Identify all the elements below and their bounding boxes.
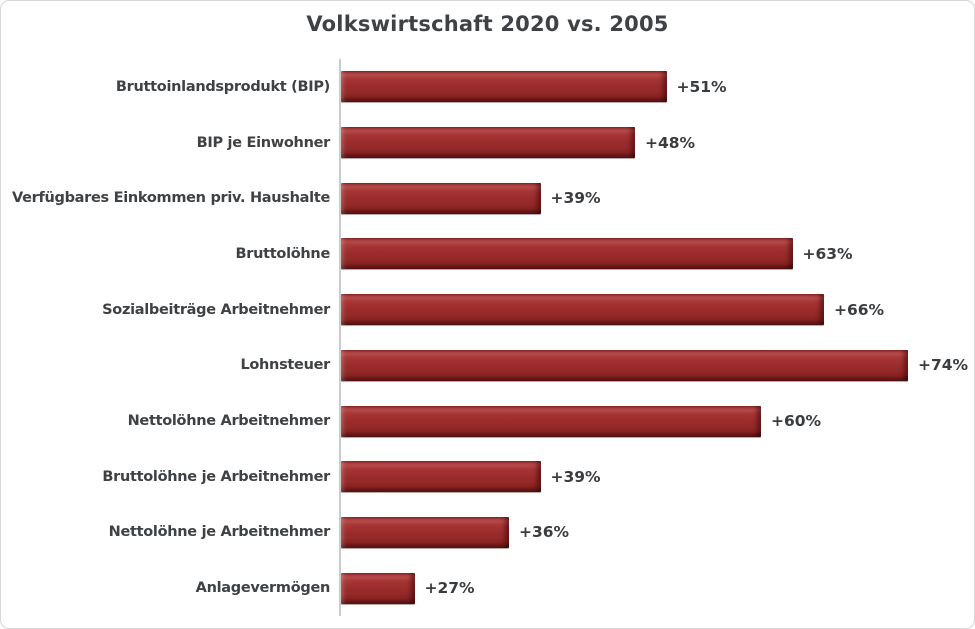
bar <box>341 71 667 103</box>
bar-area: +60% <box>341 405 974 437</box>
bar <box>341 516 509 548</box>
bar-row: Anlagevermögen +27% <box>1 560 974 616</box>
bar <box>341 461 541 493</box>
category-label: Nettolöhne Arbeitnehmer <box>127 413 331 430</box>
bar-row: Bruttoinlandsprodukt (BIP) +51% <box>1 59 974 115</box>
bar-row: Nettolöhne je Arbeitnehmer +36% <box>1 505 974 561</box>
value-label: +51% <box>676 77 727 96</box>
bar <box>341 238 793 270</box>
bar-row: Nettolöhne Arbeitnehmer +60% <box>1 393 974 449</box>
category-label: Verfügbares Einkommen priv. Haushalte <box>11 190 330 207</box>
value-label: +39% <box>550 467 601 486</box>
value-label: +74% <box>918 356 969 375</box>
category-label: Bruttolöhne je Arbeitnehmer <box>102 468 330 485</box>
bar-row: BIP je Einwohner +48% <box>1 115 974 171</box>
bar <box>341 294 824 326</box>
bar-area: +51% <box>341 71 974 103</box>
chart-title: Volkswirtschaft 2020 vs. 2005 <box>306 12 669 36</box>
value-label: +66% <box>834 300 885 319</box>
bar-row: Bruttolöhne +63% <box>1 226 974 282</box>
bar <box>341 349 908 381</box>
bar <box>341 572 415 604</box>
category-label: Anlagevermögen <box>195 580 331 597</box>
y-axis-line <box>339 59 341 616</box>
bar <box>341 405 761 437</box>
bar-row: Sozialbeiträge Arbeitnehmer +66% <box>1 282 974 338</box>
bar-row: Bruttolöhne je Arbeitnehmer +39% <box>1 449 974 505</box>
category-label: Nettolöhne je Arbeitnehmer <box>108 524 331 541</box>
value-label: +48% <box>645 133 696 152</box>
bar <box>341 182 541 214</box>
bar-rows: Bruttoinlandsprodukt (BIP) +51% BIP je Ein… <box>1 59 974 616</box>
bar-area: +39% <box>341 461 974 493</box>
value-label: +39% <box>550 189 601 208</box>
bar-area: +27% <box>341 572 974 604</box>
bar-area: +74% <box>341 349 974 381</box>
bar-row: Lohnsteuer +74% <box>1 338 974 394</box>
bar-area: +48% <box>341 127 974 159</box>
bar-area: +66% <box>341 294 974 326</box>
category-label: Bruttolöhne <box>235 245 331 262</box>
category-label: Sozialbeiträge Arbeitnehmer <box>102 301 330 318</box>
bar-area: +63% <box>341 238 974 270</box>
value-label: +60% <box>771 412 822 431</box>
category-label: Bruttoinlandsprodukt (BIP) <box>115 78 330 95</box>
category-label: BIP je Einwohner <box>196 134 331 151</box>
value-label: +27% <box>424 579 475 598</box>
bar-row: Verfügbares Einkommen priv. Haushalte +39… <box>1 170 974 226</box>
category-label: Lohnsteuer <box>240 357 330 374</box>
value-label: +63% <box>802 244 853 263</box>
bar-area: +39% <box>341 182 974 214</box>
bar-area: +36% <box>341 516 974 548</box>
value-label: +36% <box>519 523 570 542</box>
bar <box>341 127 635 159</box>
